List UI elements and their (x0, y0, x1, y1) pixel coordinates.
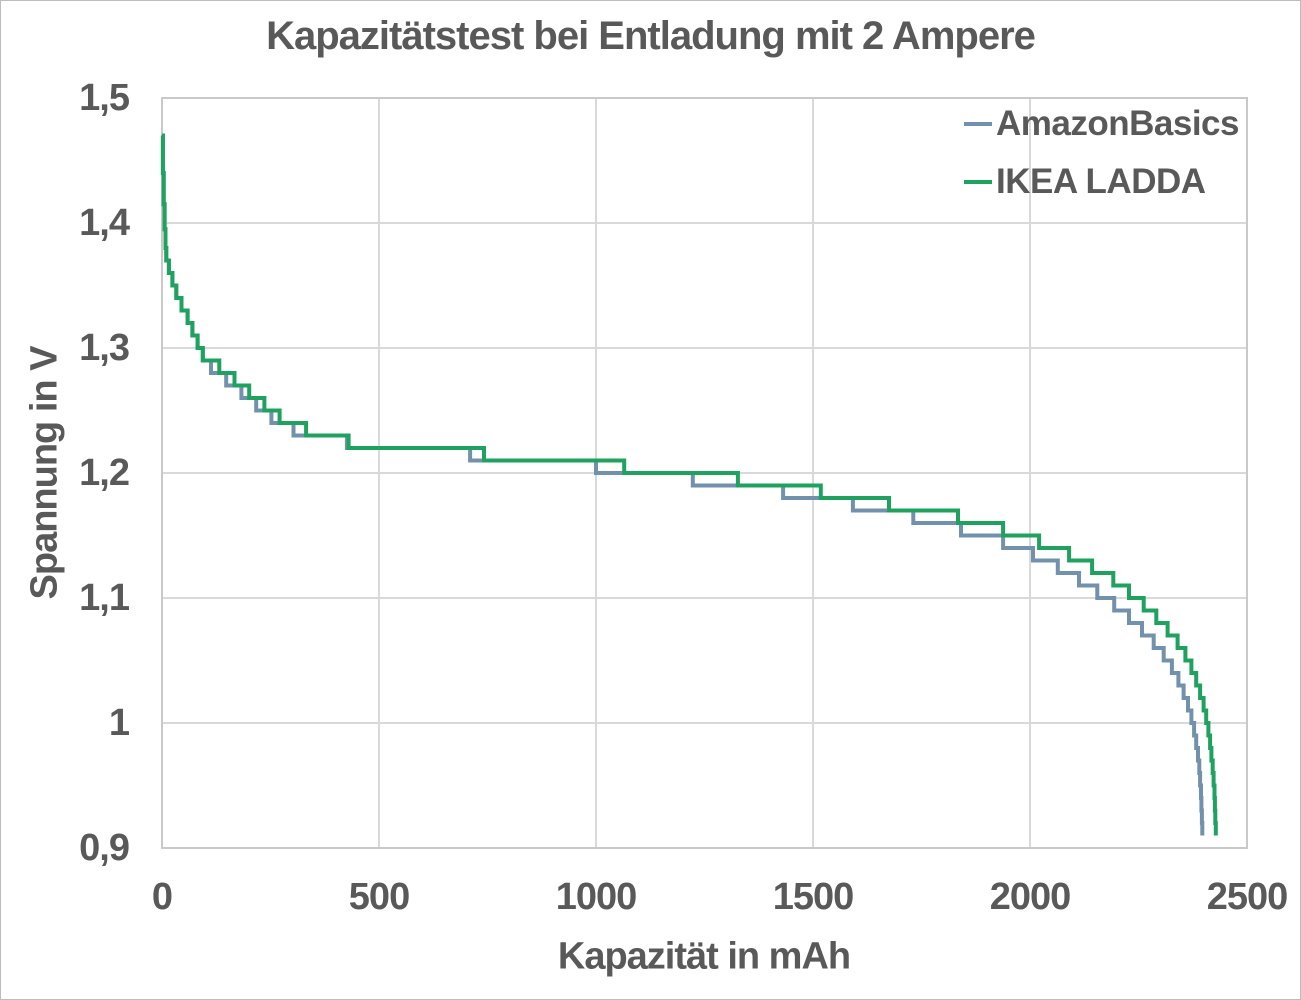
y-tick-label: 1,2 (79, 452, 130, 494)
x-tick-label: 500 (348, 876, 410, 918)
x-tick-label: 1000 (555, 876, 638, 918)
legend-label-ikea-ladda: IKEA LADDA (996, 162, 1206, 201)
legend-item-ikea-ladda: IKEA LADDA (964, 153, 1239, 211)
x-tick-label: 2000 (989, 876, 1072, 918)
legend-line-ikea-ladda-icon (964, 180, 992, 184)
x-tick-label: 2500 (1206, 876, 1289, 918)
legend: AmazonBasics IKEA LADDA (964, 95, 1239, 211)
chart-title: Kapazitätstest bei Entladung mit 2 Amper… (266, 14, 1036, 58)
y-tick-label: 1,4 (79, 202, 130, 244)
y-tick-label: 1 (108, 702, 130, 744)
y-tick-label: 1,1 (79, 577, 130, 619)
series-line-ikea-ladda (160, 133, 1218, 836)
series-line-amazonbasics (160, 133, 1205, 836)
y-axis-title: Spannung in V (23, 346, 66, 600)
x-axis-title: Kapazität in mAh (557, 935, 851, 978)
legend-item-amazonbasics: AmazonBasics (964, 95, 1239, 153)
x-tick-label: 1500 (772, 876, 855, 918)
y-tick-label: 0,9 (79, 827, 130, 869)
y-tick-label: 1,3 (79, 327, 130, 369)
legend-line-amazonbasics-icon (964, 122, 992, 126)
legend-label-amazonbasics: AmazonBasics (996, 104, 1239, 143)
plot-border (161, 97, 1248, 849)
x-tick-label: 0 (151, 876, 173, 918)
y-tick-label: 1,5 (79, 77, 130, 119)
